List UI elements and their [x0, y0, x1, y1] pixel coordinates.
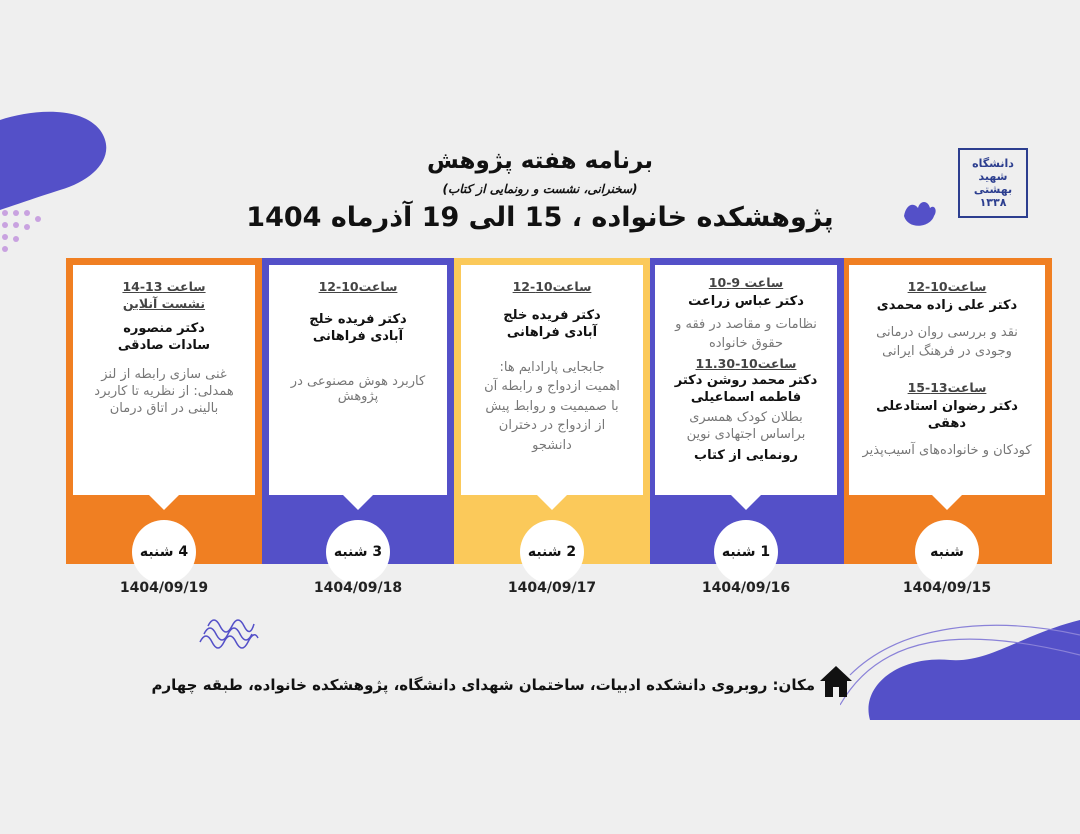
day-date: 1404/09/19: [119, 580, 209, 596]
university-logo: دانشگاه شهید بهشتی ۱۳۳۸: [958, 148, 1028, 218]
decorative-blob-bottom-right: [840, 620, 1080, 720]
session-mode: نشست آنلاین: [122, 296, 206, 311]
session-time: ساعت 9-10: [708, 275, 784, 290]
day-column-sunday: ساعت 9-10 دکتر عباس زراعت نظامات و مقاصد…: [648, 258, 844, 596]
page-subtitle: (سخنرانی، نشست و رونمایی از کتاب): [442, 182, 638, 196]
session-topic: نظامات و مقاصد در فقه و حقوق خانواده: [675, 316, 817, 352]
decorative-dots: [2, 210, 41, 252]
day-date: 1404/09/17: [507, 580, 597, 596]
session-speaker: دکتر محمد روشن دکتر فاطمه اسماعیلی: [674, 372, 818, 405]
day-date: 1404/09/18: [313, 580, 403, 596]
decorative-squiggle: [199, 619, 259, 649]
book-launch-note: رونمایی از کتاب: [694, 447, 798, 463]
card-pointer: [730, 494, 762, 510]
card-pointer: [931, 494, 963, 510]
day-column-tuesday: ساعت10-12 دکتر فریده خلج آبادی فراهانی ک…: [262, 258, 454, 596]
day-label: 2 شنبه: [520, 520, 584, 584]
session-topic: جابجایی پارادایم ها: اهمیت ازدواج و رابط…: [484, 359, 620, 453]
session-card: ساعت 9-10 دکتر عباس زراعت نظامات و مقاصد…: [655, 265, 837, 495]
day-date: 1404/09/15: [902, 580, 992, 596]
session-speaker: دکتر فریده خلج آبادی فراهانی: [503, 308, 601, 340]
session-time: ساعت10-12: [512, 279, 592, 294]
day-column-wednesday: ساعت 13-14 نشست آنلاین دکتر منصوره سادات…: [66, 258, 262, 596]
session-card: ساعت10-12 دکتر فریده خلج آبادی فراهانی ک…: [269, 265, 447, 495]
session-topic: غنی سازی رابطه از لنز همدلی: از نظریه تا…: [94, 366, 234, 416]
card-pointer: [536, 494, 568, 510]
session-card: ساعت10-12 دکتر علی زاده محمدی نقد و بررس…: [849, 265, 1045, 495]
session-topic: بطلان کودک همسری براساس اجتهادی نوین: [686, 409, 806, 443]
session-time: ساعت10-11.30: [695, 355, 797, 371]
session-topic: کودکان و خانواده‌های آسیب‌پذیر: [862, 442, 1032, 458]
session-card: ساعت 13-14 نشست آنلاین دکتر منصوره سادات…: [73, 265, 255, 495]
card-pointer: [148, 494, 180, 510]
session-speaker: دکتر علی زاده محمدی: [876, 298, 1018, 313]
day-label: 1 شنبه: [714, 520, 778, 584]
session-speaker: دکتر فریده خلج آبادی فراهانی: [309, 312, 407, 344]
session-topic: کاربرد هوش مصنوعی در پژوهش: [290, 373, 426, 405]
decorative-blob-top-left: [0, 111, 107, 210]
day-label: شنبه: [915, 520, 979, 584]
session-topic: نقد و بررسی روان درمانی وجودی در فرهنگ ا…: [876, 324, 1018, 360]
decorative-hand-shape: [904, 202, 936, 226]
day-column-saturday: ساعت10-12 دکتر علی زاده محمدی نقد و بررس…: [842, 258, 1052, 596]
day-date: 1404/09/16: [701, 580, 791, 596]
card-pointer: [342, 494, 374, 510]
logo-text: دانشگاه شهید بهشتی ۱۳۳۸: [972, 156, 1014, 210]
day-label: 3 شنبه: [326, 520, 390, 584]
session-speaker: دکتر منصوره سادات صادقی: [117, 321, 211, 353]
page-headline: پژوهشکده خانواده ، 15 الی 19 آذرماه 1404: [246, 202, 834, 233]
day-label: 4 شنبه: [132, 520, 196, 584]
day-column-monday: ساعت10-12 دکتر فریده خلج آبادی فراهانی ج…: [454, 258, 650, 596]
session-card: ساعت10-12 دکتر فریده خلج آبادی فراهانی ج…: [461, 265, 643, 495]
session-speaker: دکتر رضوان استادعلی دهقی: [876, 398, 1018, 431]
session-time: ساعت13-15: [907, 379, 987, 395]
session-time: ساعت 13-14: [122, 279, 206, 294]
home-icon: [820, 666, 852, 697]
session-speaker: دکتر عباس زراعت: [688, 294, 804, 309]
page-title: برنامه هفته پژوهش: [427, 148, 653, 174]
session-time: ساعت10-12: [318, 279, 398, 294]
location-text: مکان: روبروی دانشکده ادبیات، ساختمان شهد…: [151, 676, 815, 694]
session-time: ساعت10-12: [907, 279, 987, 294]
